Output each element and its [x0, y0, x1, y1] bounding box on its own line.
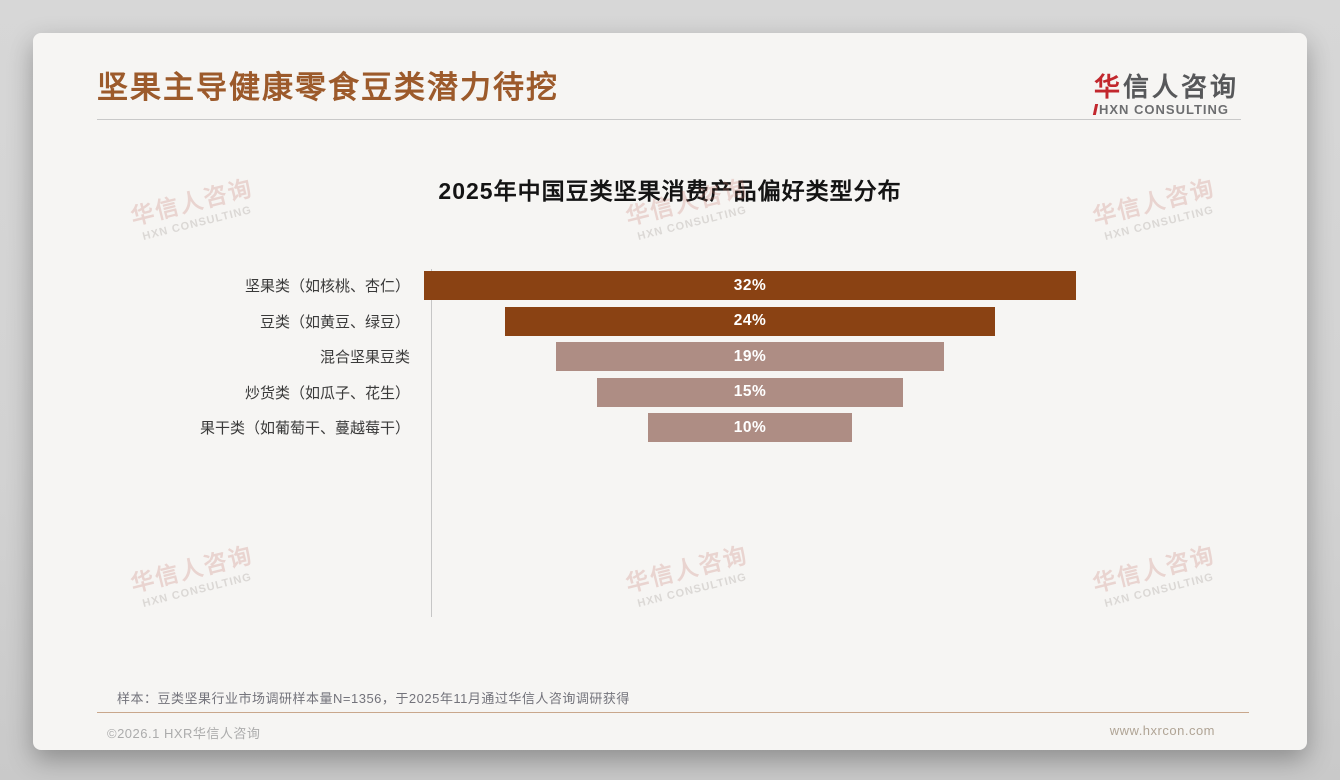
category-label: 果干类（如葡萄干、蔓越莓干）: [199, 420, 410, 437]
watermark: 华信人咨询 HXN CONSULTING: [623, 541, 751, 610]
funnel-chart: 坚果类（如核桃、杏仁） 32% 豆类（如黄豆、绿豆） 24% 混合坚果豆类 19…: [97, 271, 1230, 449]
chart-row: 豆类（如黄豆、绿豆） 24%: [97, 306, 1230, 336]
logo-accent-icon: [1092, 104, 1099, 115]
chart-row: 果干类（如葡萄干、蔓越莓干） 10%: [97, 413, 1230, 442]
chart-row: 坚果类（如核桃、杏仁） 32%: [97, 271, 1230, 300]
bar-nuts: 32%: [423, 271, 1077, 300]
slide-title: 坚果主导健康零食豆类潜力待挖: [97, 70, 559, 105]
logo-english-name: HXN CONSULTING: [1092, 102, 1239, 117]
chart-title: 2025年中国豆类坚果消费产品偏好类型分布: [438, 178, 902, 204]
bar-dried-fruit: 10%: [648, 413, 852, 442]
chart-row: 混合坚果豆类 19%: [97, 342, 1230, 371]
bar-area: 24%: [422, 306, 1230, 336]
bar-value-label: 19%: [733, 347, 767, 365]
bar-value-label: 15%: [733, 383, 767, 400]
sample-note: 样本：豆类坚果行业市场调研样本量N=1356，于2025年11月通过华信人咨询调…: [117, 691, 630, 706]
bar-roasted: 15%: [597, 377, 903, 407]
chart-axis-line: [431, 269, 432, 617]
logo-chinese-first-char: 华: [1093, 72, 1123, 102]
bar-value-label: 24%: [733, 312, 767, 329]
copyright-text: ©2026.1 HXR华信人咨询: [107, 726, 261, 741]
bar-area: 19%: [422, 342, 1230, 371]
website-text: www.hxrcon.com: [1109, 723, 1215, 738]
category-label: 炒货类（如瓜子、花生）: [244, 384, 410, 402]
category-label: 坚果类（如核桃、杏仁）: [244, 278, 410, 295]
bar-area: 10%: [422, 413, 1230, 442]
category-label: 混合坚果豆类: [319, 349, 410, 366]
bar-beans: 24%: [505, 306, 995, 336]
logo-chinese-name: 华信人咨询: [1094, 73, 1239, 101]
category-label: 豆类（如黄豆、绿豆）: [259, 313, 410, 331]
watermark: 华信人咨询 HXN CONSULTING: [1090, 541, 1218, 610]
logo-chinese-rest: 信人咨询: [1122, 72, 1239, 102]
bar-area: 15%: [422, 377, 1230, 407]
watermark: 华信人咨询 HXN CONSULTING: [128, 541, 256, 610]
bar-value-label: 32%: [733, 276, 767, 294]
bar-value-label: 10%: [733, 418, 767, 436]
bar-mixed: 19%: [556, 342, 944, 371]
bar-area: 32%: [422, 271, 1230, 300]
report-slide: 坚果主导健康零食豆类潜力待挖 华信人咨询 HXN CONSULTING 2025…: [33, 33, 1307, 750]
header-divider: [97, 119, 1241, 120]
company-logo: 华信人咨询 HXN CONSULTING: [1092, 73, 1239, 117]
chart-row: 炒货类（如瓜子、花生） 15%: [97, 377, 1230, 407]
footer-divider: [97, 712, 1249, 713]
